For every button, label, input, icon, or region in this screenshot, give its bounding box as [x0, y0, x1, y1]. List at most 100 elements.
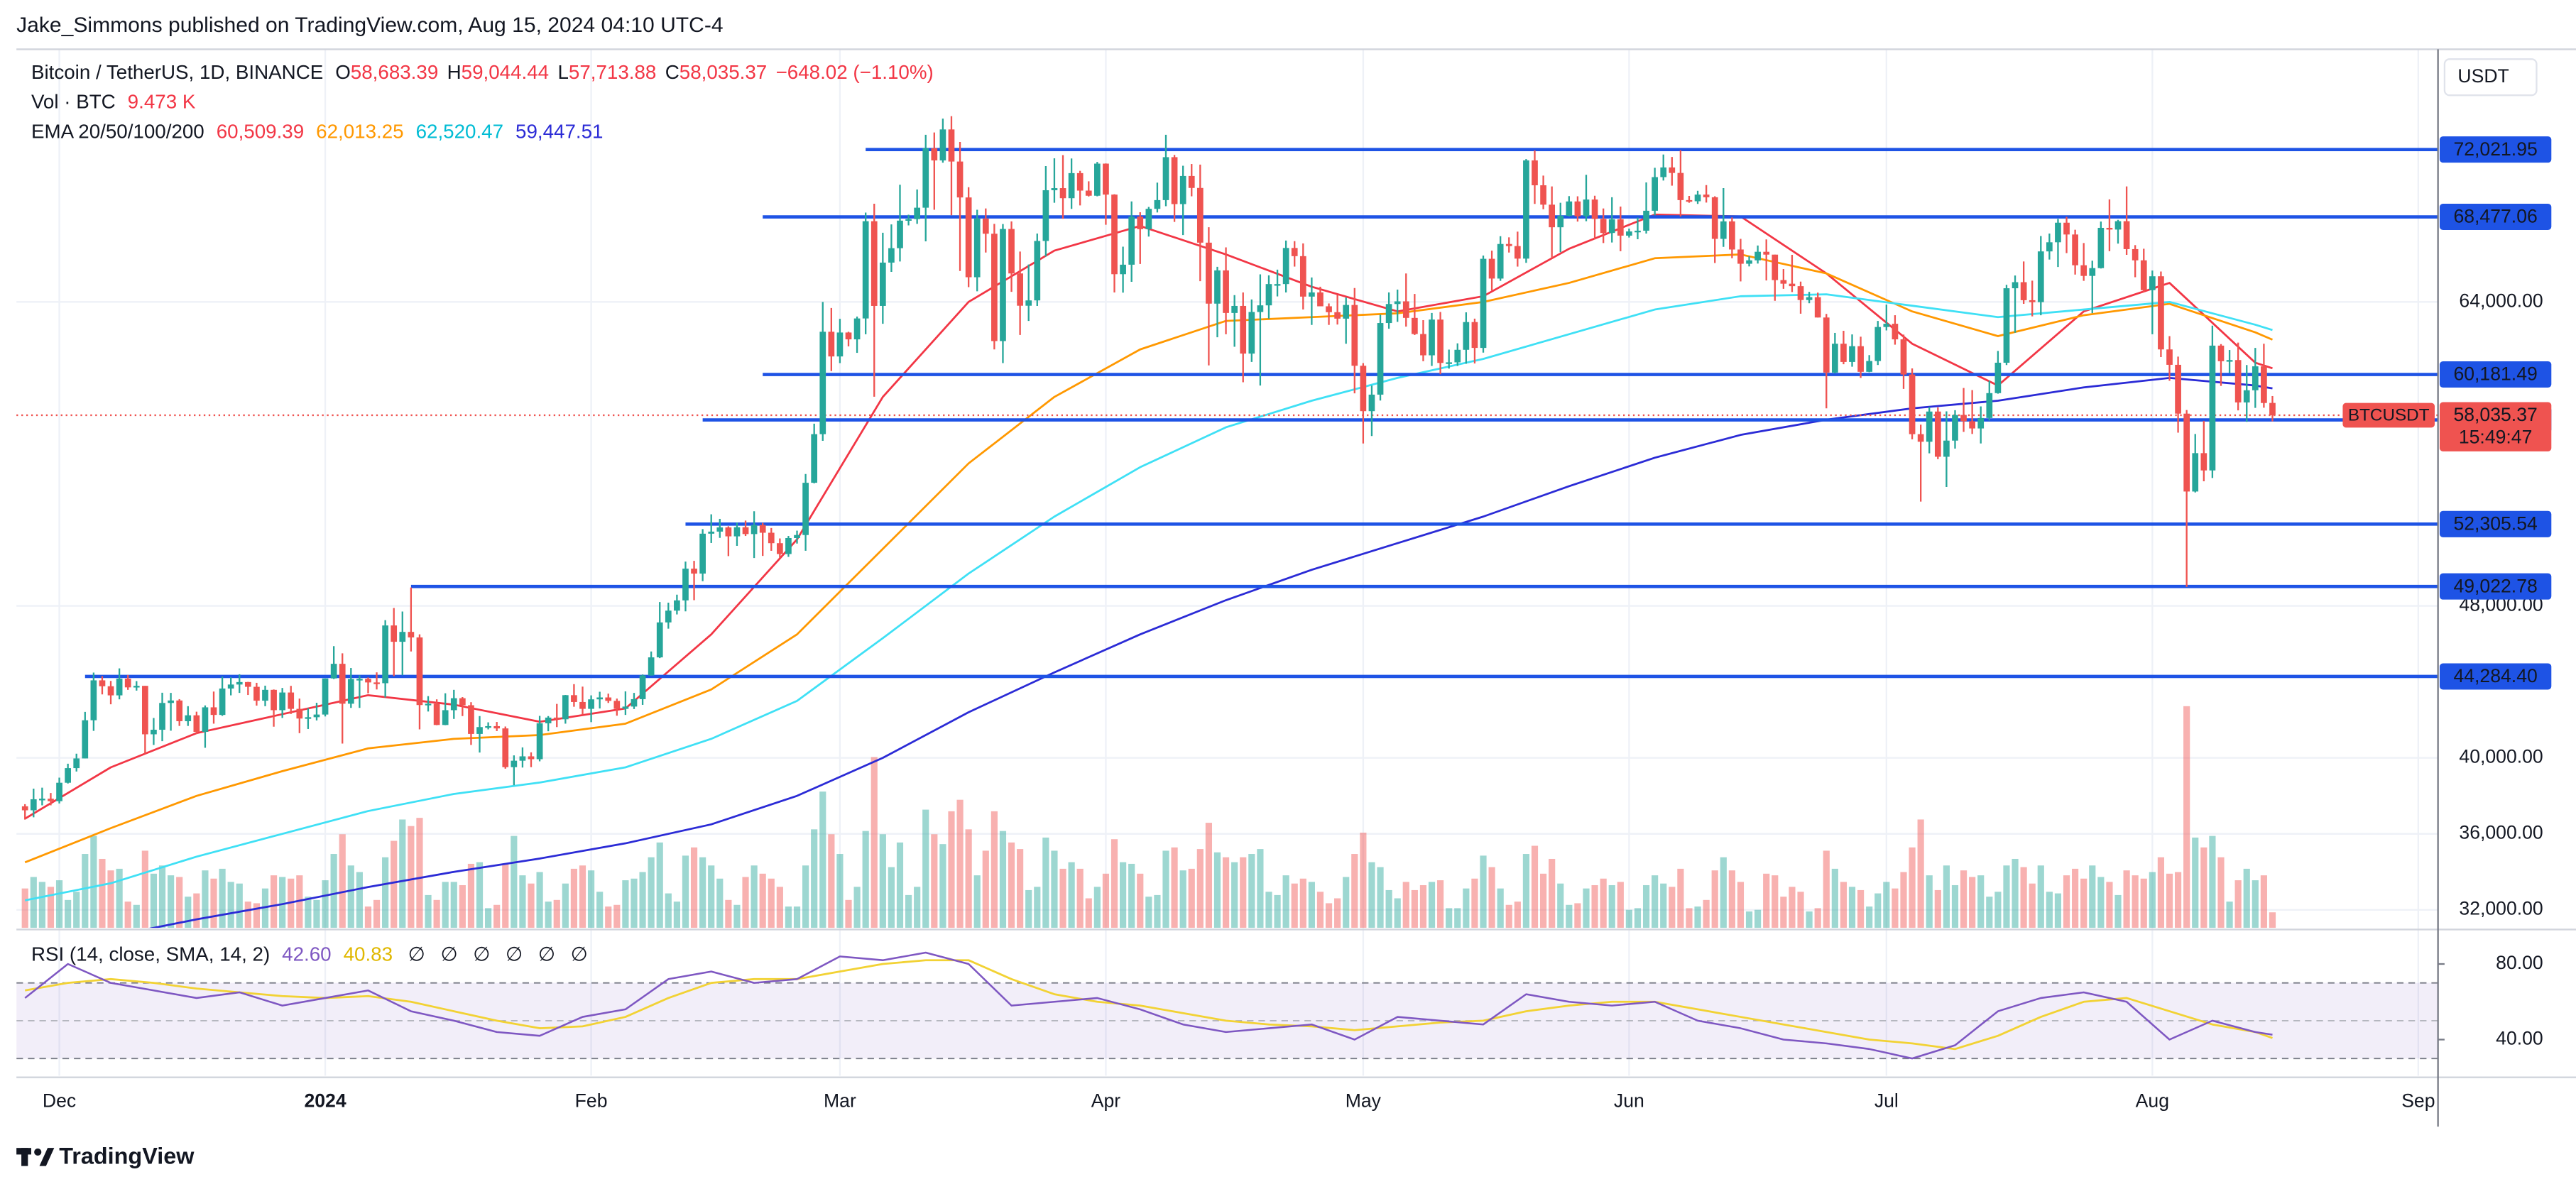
candle-body — [1720, 221, 1727, 239]
volume-bar — [2217, 857, 2225, 928]
volume-bar — [193, 893, 200, 928]
candle-body — [1789, 283, 1796, 287]
candle-body — [708, 531, 715, 534]
candle-body — [468, 705, 474, 734]
candle-body — [768, 532, 775, 544]
candle-body — [2046, 242, 2053, 252]
volume-bar — [2037, 865, 2044, 928]
candle-body — [1737, 249, 1744, 264]
candle-body — [56, 782, 62, 801]
volume-bar — [322, 880, 329, 928]
logo-part — [39, 1148, 55, 1166]
volume-bar — [2106, 882, 2113, 928]
volume-bar — [1866, 906, 1873, 928]
candle-body — [1583, 199, 1590, 217]
currency-box[interactable] — [2443, 58, 2538, 97]
candle-body — [1085, 190, 1092, 196]
volume-bar — [1394, 898, 1401, 928]
candle-body — [1909, 374, 1916, 434]
candle-body — [596, 697, 604, 700]
volume-bar — [82, 854, 89, 928]
volume-bar — [768, 878, 775, 928]
candle-body — [193, 715, 200, 732]
volume-bar — [896, 842, 904, 928]
volume-bar — [1625, 909, 1632, 928]
volume-bar — [1488, 867, 1495, 928]
volume-bar — [1110, 839, 1118, 928]
volume-bar — [1797, 892, 1804, 928]
candle-body — [1059, 188, 1066, 199]
volume-bar — [570, 868, 578, 928]
legend-ema: EMA 20/50/100/200 60,509.39 62,013.25 62… — [31, 121, 604, 143]
volume-bar — [1154, 894, 1161, 928]
candle-body — [2055, 222, 2061, 243]
candle-body — [853, 318, 861, 340]
candle-body — [914, 207, 921, 219]
volume-bar — [459, 884, 466, 928]
candle-body — [1703, 194, 1710, 197]
candle-body — [1179, 175, 1186, 204]
volume-bar — [1240, 857, 1247, 928]
volume-bar — [1446, 908, 1453, 928]
candle-body — [1446, 362, 1453, 364]
volume-bar — [261, 888, 269, 928]
candle-body — [1823, 317, 1830, 373]
footer-brand[interactable]: TradingView — [59, 1144, 195, 1169]
x-tick-label: Apr — [1091, 1090, 1121, 1111]
volume-bar — [1994, 892, 2002, 928]
candle-body — [622, 706, 629, 709]
volume-bar — [690, 847, 698, 928]
candle-body — [1934, 411, 1941, 457]
candle-body — [2183, 413, 2190, 492]
candle-body — [1351, 305, 1358, 366]
volume-bar — [1926, 875, 1933, 928]
volume-bar — [1017, 849, 1024, 928]
change: −648.02 (−1.10%) — [776, 61, 934, 83]
volume-bar — [1360, 832, 1367, 928]
candle-body — [1034, 241, 1041, 301]
candle-body — [1145, 209, 1152, 229]
candle-body — [450, 698, 457, 711]
candle-body — [1214, 270, 1221, 304]
volume-bar — [21, 888, 28, 928]
candle-body — [1068, 172, 1075, 199]
volume-bar — [467, 863, 475, 928]
candle-body — [777, 543, 783, 554]
volume-bar — [1205, 823, 1213, 928]
volume-bar — [1642, 884, 1650, 928]
candle-body — [1857, 346, 1864, 372]
volume-bar — [862, 831, 869, 928]
candle-body — [1677, 172, 1684, 200]
volume-bar — [1522, 854, 1530, 928]
ema-line — [24, 253, 2274, 864]
candle-body — [2114, 221, 2122, 230]
candle-body — [1120, 264, 1126, 275]
candle-body — [168, 700, 174, 703]
candle-body — [811, 434, 818, 483]
volume-bar — [2252, 880, 2259, 928]
volume-bar — [613, 904, 621, 928]
candle-body — [1257, 305, 1264, 312]
volume-bar — [888, 867, 895, 928]
candle-body — [1746, 260, 1752, 264]
volume-bar — [416, 818, 423, 928]
volume-bar — [30, 877, 37, 928]
volume-bar — [2140, 878, 2147, 928]
candle-body — [682, 569, 689, 601]
logo-part — [21, 1148, 28, 1166]
volume-bar — [313, 899, 320, 928]
candle-body — [2200, 453, 2207, 471]
candle-body — [1866, 361, 1873, 372]
candle-body — [2012, 282, 2019, 289]
currency[interactable]: USDT — [2457, 65, 2509, 87]
volume-bar — [682, 855, 689, 928]
candle-body — [716, 527, 724, 532]
volume-bar — [1754, 909, 1762, 928]
volume-bar — [305, 897, 312, 928]
candle-body — [1437, 319, 1443, 363]
candle-body — [2158, 276, 2164, 350]
candle-body — [1463, 322, 1470, 350]
ema-value: 62,013.25 — [316, 121, 403, 143]
volume-bar — [202, 870, 209, 928]
